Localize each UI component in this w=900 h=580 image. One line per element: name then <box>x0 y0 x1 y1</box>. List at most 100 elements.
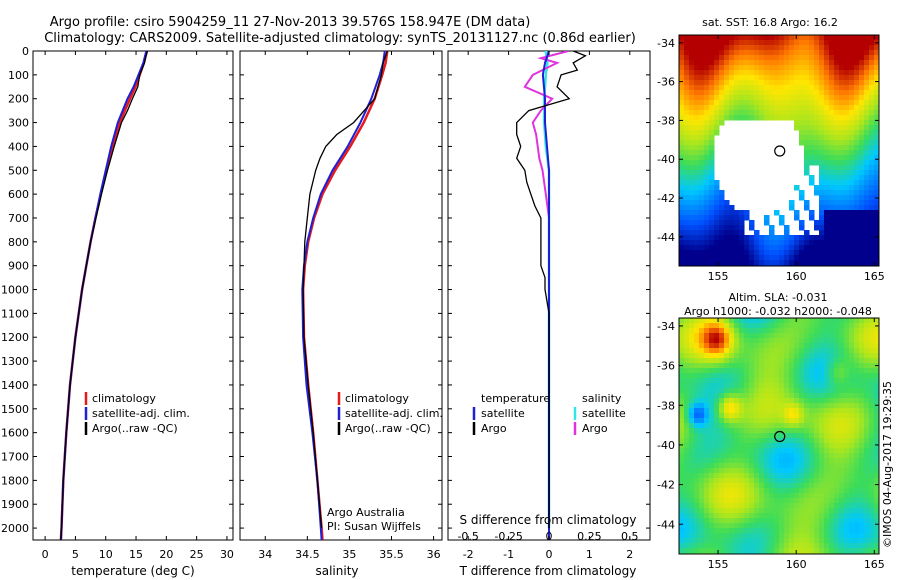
sst-cell <box>679 190 685 196</box>
sla-cell <box>704 538 710 544</box>
sst-cell <box>859 185 865 191</box>
sla-cell <box>784 378 790 384</box>
sla-cell <box>869 548 875 554</box>
sla-cell <box>774 458 780 464</box>
sla-cell <box>804 368 810 374</box>
sla-cell <box>709 363 715 369</box>
sla-cell <box>799 373 805 379</box>
sst-cell <box>719 210 725 216</box>
sst-cell <box>689 70 695 76</box>
sla-cell <box>829 353 835 359</box>
sla-cell <box>744 403 750 409</box>
sst-cell <box>819 145 825 151</box>
sst-cell <box>739 45 745 51</box>
sst-cell <box>749 85 755 91</box>
sla-cell <box>844 348 850 354</box>
sla-cell <box>719 333 725 339</box>
sst-cell <box>834 35 840 41</box>
sst-cell <box>824 230 830 236</box>
sla-cell <box>819 318 825 324</box>
sst-cell <box>839 180 845 186</box>
sla-cell <box>739 383 745 389</box>
sst-cell <box>689 130 695 136</box>
sla-cell <box>694 433 700 439</box>
sla-cell <box>774 528 780 534</box>
sla-cell <box>869 358 875 364</box>
sla-cell <box>754 348 760 354</box>
sst-cell <box>714 245 720 251</box>
sla-cell <box>729 548 735 554</box>
sla-cell <box>864 488 870 494</box>
sst-cell <box>709 60 715 66</box>
sst-cell <box>679 160 685 166</box>
sst-cell <box>799 235 805 241</box>
sst-cell <box>839 200 845 206</box>
legend-header-temperature: temperature <box>481 392 550 405</box>
sst-cell <box>874 85 879 91</box>
sla-cell <box>824 328 830 334</box>
sst-cell <box>774 75 780 81</box>
sst-cell <box>769 105 775 111</box>
sla-cell <box>849 363 855 369</box>
sla-cell <box>729 368 735 374</box>
sst-cell <box>714 100 720 106</box>
sla-cell <box>824 413 830 419</box>
sla-cell <box>694 358 700 364</box>
sla-cell <box>754 538 760 544</box>
sla-cell <box>764 523 770 529</box>
sla-cell <box>734 353 740 359</box>
sst-cell <box>824 120 830 126</box>
sla-cell <box>719 453 725 459</box>
sst-cell <box>709 155 715 161</box>
sla-cell <box>804 543 810 549</box>
sla-cell <box>764 383 770 389</box>
sla-cell <box>739 323 745 329</box>
sst-cell <box>844 140 850 146</box>
sla-cell <box>739 468 745 474</box>
sst-cell <box>849 35 855 41</box>
sst-cell <box>794 210 800 216</box>
sst-cell <box>844 115 850 121</box>
sla-cell <box>749 343 755 349</box>
sla-cell <box>859 533 865 539</box>
sla-cell <box>864 443 870 449</box>
sla-cell <box>694 523 700 529</box>
sst-cell <box>744 50 750 56</box>
sla-cell <box>809 423 815 429</box>
sla-cell <box>824 503 830 509</box>
sla-cell <box>704 413 710 419</box>
sla-cell <box>789 418 795 424</box>
sla-cell <box>814 523 820 529</box>
sla-cell <box>774 378 780 384</box>
sst-cell <box>784 110 790 116</box>
sla-cell <box>784 513 790 519</box>
map-lon-label: 165 <box>864 558 885 571</box>
sst-cell <box>709 250 715 256</box>
sla-cell <box>794 443 800 449</box>
sla-cell <box>794 328 800 334</box>
sla-cell <box>794 393 800 399</box>
sla-cell <box>699 363 705 369</box>
sla-cell <box>679 473 685 479</box>
sla-cell <box>874 418 879 424</box>
sla-cell <box>874 383 879 389</box>
sla-cell <box>749 468 755 474</box>
sla-cell <box>874 488 879 494</box>
sla-cell <box>809 358 815 364</box>
sla-cell <box>704 513 710 519</box>
sla-cell <box>729 533 735 539</box>
sst-cell <box>824 55 830 61</box>
sla-cell <box>804 378 810 384</box>
sla-cell <box>774 498 780 504</box>
sst-cell <box>754 260 760 266</box>
sla-cell <box>744 468 750 474</box>
sla-cell <box>779 548 785 554</box>
salinity-panel-frame <box>239 50 443 541</box>
sst-map <box>679 35 879 266</box>
sst-cell <box>864 115 870 121</box>
sst-cell <box>734 225 740 231</box>
sla-cell <box>709 343 715 349</box>
sla-cell <box>774 453 780 459</box>
sla-cell <box>799 353 805 359</box>
sst-cell <box>754 230 760 236</box>
